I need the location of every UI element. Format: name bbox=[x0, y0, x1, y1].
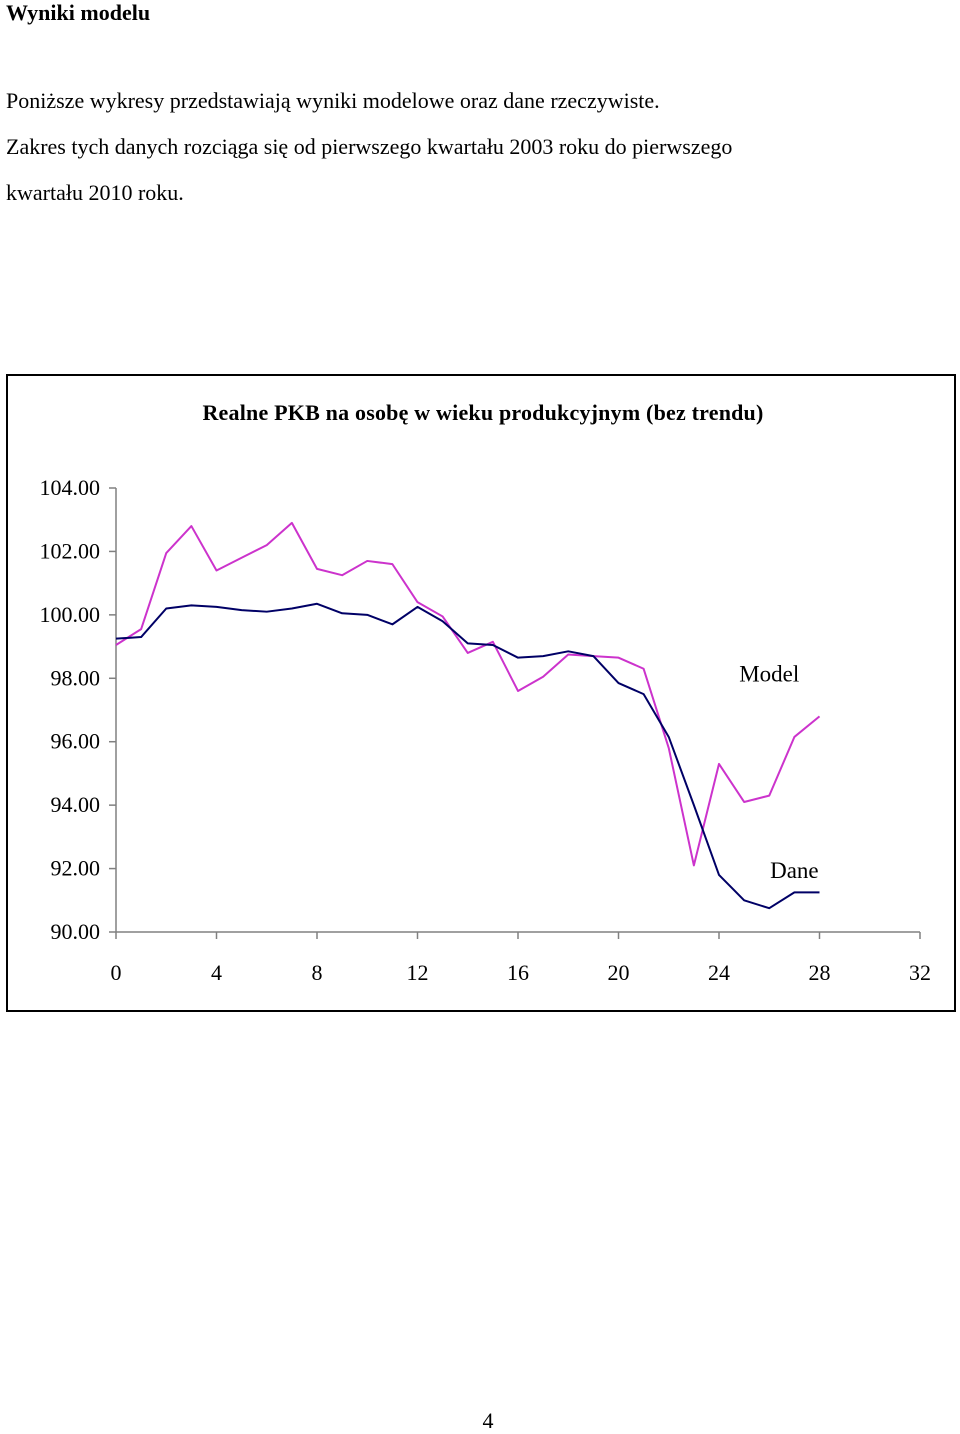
x-tick-label: 0 bbox=[111, 960, 122, 985]
x-tick-label: 4 bbox=[211, 960, 222, 985]
y-tick-label: 90.00 bbox=[51, 919, 101, 944]
x-tick-label: 16 bbox=[507, 960, 529, 985]
intro-line: Poniższe wykresy przedstawiają wyniki mo… bbox=[6, 88, 660, 113]
y-tick-label: 98.00 bbox=[51, 665, 101, 690]
series-line-model bbox=[115, 521, 821, 867]
x-tick-label: 12 bbox=[407, 960, 429, 985]
page-number: 4 bbox=[482, 1408, 494, 1433]
section-heading: Wyniki modelu bbox=[6, 0, 151, 25]
intro-line: kwartału 2010 roku. bbox=[6, 180, 184, 205]
intro-line: Zakres tych danych rozciąga się od pierw… bbox=[6, 134, 733, 159]
y-tick-label: 102.00 bbox=[40, 538, 101, 563]
x-tick-label: 20 bbox=[608, 960, 630, 985]
y-tick-label: 104.00 bbox=[40, 475, 101, 500]
x-tick-label: 32 bbox=[909, 960, 931, 985]
y-tick-label: 96.00 bbox=[51, 729, 101, 754]
line-chart: 104.00 102.00 100.00 98.00 96.00 94.00 92.00 90… bbox=[40, 475, 932, 985]
chart-title: Realne PKB na osobę w wieku produkcyjnym… bbox=[202, 400, 764, 425]
y-tick-label: 100.00 bbox=[40, 602, 101, 627]
x-tick-label: 24 bbox=[708, 960, 730, 985]
series-annotation-label: Dane bbox=[770, 858, 819, 883]
y-tick-label: 92.00 bbox=[51, 856, 101, 881]
x-tick-label: 28 bbox=[809, 960, 831, 985]
x-tick-label: 8 bbox=[312, 960, 323, 985]
series-line-dane bbox=[115, 602, 820, 910]
chart-frame: Realne PKB na osobę w wieku produkcyjnym… bbox=[6, 374, 956, 1012]
series-annotation-label: Model bbox=[739, 661, 799, 686]
intro-paragraph: Poniższe wykresy przedstawiają wyniki mo… bbox=[6, 78, 936, 216]
y-tick-label: 94.00 bbox=[51, 792, 101, 817]
